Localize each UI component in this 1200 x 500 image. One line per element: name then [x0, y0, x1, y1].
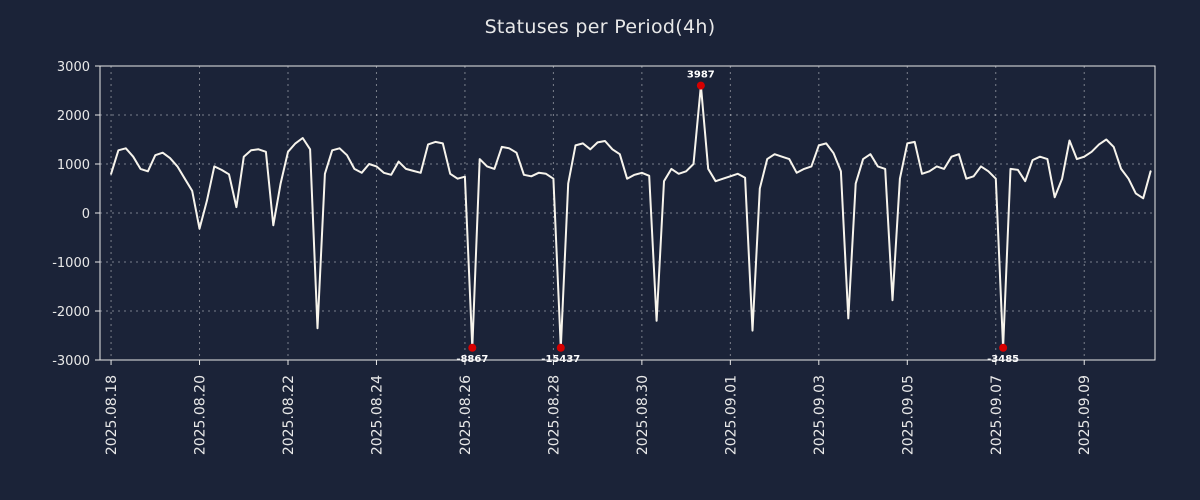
x-tick-label: 2025.08.20	[193, 375, 209, 455]
y-tick-label: 2000	[57, 109, 90, 124]
plot-border	[99, 65, 1156, 361]
extreme-marker	[556, 343, 565, 352]
x-tick-label: 2025.09.09	[1077, 375, 1093, 455]
series-line	[110, 84, 1152, 349]
x-tick-label: 2025.08.26	[458, 375, 474, 455]
x-tick-label: 2025.09.05	[900, 375, 916, 455]
annotation-label: -8867	[456, 354, 488, 365]
annotation-label: -3485	[987, 354, 1019, 365]
x-tick-label: 2025.08.22	[281, 375, 297, 455]
x-tick-label: 2025.08.24	[369, 375, 385, 455]
extreme-marker	[696, 81, 705, 90]
y-tick-label: 3000	[57, 60, 90, 75]
annotation-label: 3987	[687, 70, 715, 81]
extreme-marker	[468, 343, 477, 352]
y-tick-label: 0	[82, 207, 90, 222]
x-tick-label: 2025.09.07	[989, 375, 1005, 455]
y-tick-label: 1000	[57, 158, 90, 173]
y-tick-label: -3000	[52, 354, 90, 369]
x-tick-label: 2025.08.30	[635, 375, 651, 455]
chart-title: Statuses per Period(4h)	[484, 16, 716, 38]
x-tick-label: 2025.08.28	[546, 375, 562, 455]
x-tick-label: 2025.08.18	[104, 375, 120, 455]
annotation-label: -15437	[541, 354, 580, 365]
x-tick-label: 2025.09.01	[723, 375, 739, 455]
extreme-marker	[999, 343, 1008, 352]
y-tick-label: -1000	[52, 256, 90, 271]
x-tick-label: 2025.09.03	[812, 375, 828, 455]
y-tick-label: -2000	[52, 305, 90, 320]
